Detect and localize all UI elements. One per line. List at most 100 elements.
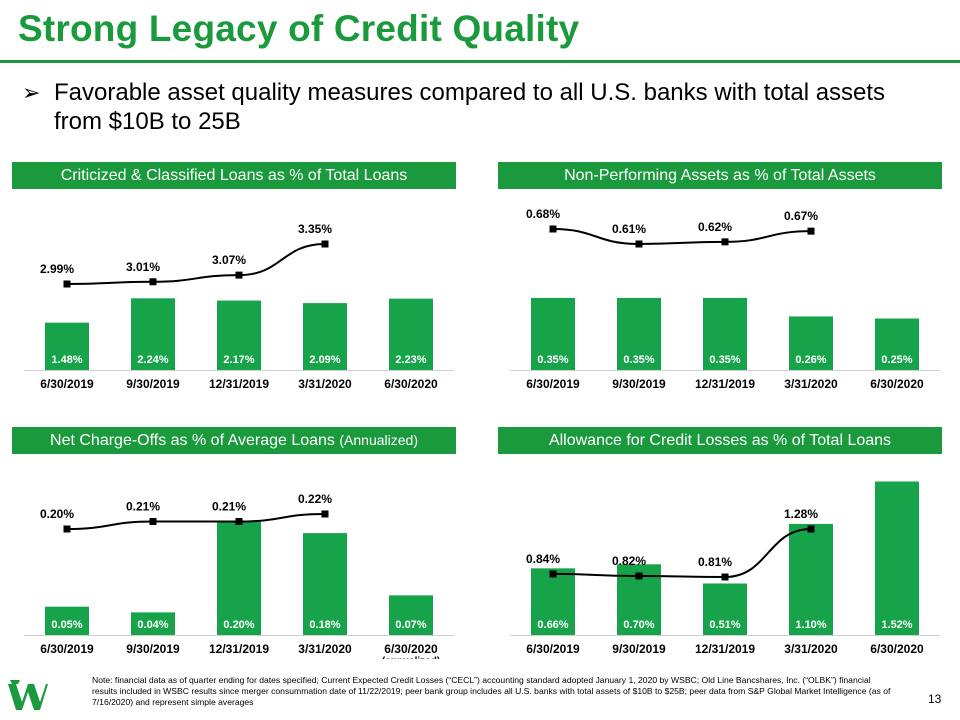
bar-value-label: 0.66% xyxy=(537,619,568,631)
line-value-label: 3.01% xyxy=(126,260,160,274)
bar-value-label: 0.70% xyxy=(623,619,654,631)
x-tick-label: 12/31/2019 xyxy=(209,377,269,391)
x-tick-label: 3/31/2020 xyxy=(784,642,838,656)
line-marker xyxy=(63,280,71,288)
line-marker xyxy=(235,518,243,525)
bar-value-label: 0.18% xyxy=(309,619,340,631)
x-tick-label: 6/30/2019 xyxy=(40,642,94,656)
line-value-label: 0.20% xyxy=(40,507,74,521)
bar-wsbc xyxy=(789,316,833,370)
bar-value-label: 0.51% xyxy=(709,619,740,631)
line-value-label: 0.62% xyxy=(698,220,732,234)
bar-wsbc xyxy=(531,297,575,370)
bar-value-label: 0.20% xyxy=(223,619,254,631)
x-tick-label: 6/30/2020 xyxy=(384,377,438,391)
bar-value-label: 0.05% xyxy=(51,619,82,631)
chart-title: Non-Performing Assets as % of Total Asse… xyxy=(498,162,942,189)
x-tick-label: 6/30/2020 xyxy=(870,377,924,391)
title-divider xyxy=(0,60,960,63)
chart-plot: 0.35% 0.35% 0.35% 0.26% 0.25% 6/30/2019 9/30/2… xyxy=(510,207,940,391)
line-peer-banks xyxy=(66,513,326,530)
line-marker xyxy=(721,238,729,246)
x-tick-label: 3/31/2020 xyxy=(298,642,352,656)
line-marker xyxy=(149,278,157,286)
chart-title: Criticized & Classified Loans as % of To… xyxy=(12,162,456,189)
bar-value-label: 0.07% xyxy=(395,619,426,631)
bank-logo xyxy=(8,680,48,710)
line-marker xyxy=(549,225,557,233)
line-marker xyxy=(721,573,729,581)
footnote: Note: financial data as of quarter endin… xyxy=(92,675,891,707)
x-tick-label: 12/31/2019 xyxy=(695,377,755,391)
x-tick-label: 12/31/2019 xyxy=(695,642,755,656)
line-value-label: 3.35% xyxy=(298,222,332,236)
bar-value-label: 1.52% xyxy=(881,619,912,631)
line-peer-banks xyxy=(552,228,812,246)
bar-wsbc xyxy=(703,297,747,370)
line-marker xyxy=(635,572,643,580)
x-tick-label: 9/30/2019 xyxy=(612,377,666,391)
x-tick-label: 9/30/2019 xyxy=(126,642,180,656)
chart-panel-allowance-credit-losses: Allowance for Credit Losses as % of Tota… xyxy=(498,427,942,659)
bar-wsbc xyxy=(617,297,661,370)
line-marker xyxy=(807,227,815,235)
bar-wsbc xyxy=(875,481,919,635)
bar-value-label: 0.26% xyxy=(795,354,826,366)
x-tick-label: 9/30/2019 xyxy=(612,642,666,656)
line-marker xyxy=(63,525,71,533)
line-marker xyxy=(549,570,557,578)
x-tick-label: 6/30/2019 xyxy=(40,377,94,391)
line-value-label: 0.21% xyxy=(212,500,246,514)
x-tick-label: 6/30/2019 xyxy=(526,642,580,656)
line-peer-banks xyxy=(66,243,326,285)
bar-wsbc xyxy=(217,300,261,370)
line-peer-banks xyxy=(552,528,812,579)
line-marker xyxy=(635,240,643,248)
bar-value-label: 1.48% xyxy=(51,354,82,366)
bar-wsbc xyxy=(531,568,575,635)
bar-wsbc xyxy=(389,595,433,635)
bar-value-label: 2.09% xyxy=(309,354,340,366)
line-value-label: 0.84% xyxy=(526,552,560,566)
page-title: Strong Legacy of Credit Quality xyxy=(18,8,580,49)
chart-panel-net-charge-offs: Net Charge-Offs as % of Average Loans (A… xyxy=(12,427,456,659)
line-value-label: 0.81% xyxy=(698,555,732,569)
line-value-label: 0.21% xyxy=(126,500,160,514)
line-value-label: 1.28% xyxy=(784,507,818,521)
bar-wsbc xyxy=(303,303,347,370)
bar-wsbc xyxy=(131,298,175,370)
x-tick-label: 6/30/2019 xyxy=(526,377,580,391)
bar-wsbc xyxy=(45,606,89,635)
bullet-text: Favorable asset quality measures compare… xyxy=(54,79,886,135)
bar-value-label: 0.35% xyxy=(623,354,654,366)
bar-wsbc xyxy=(45,322,89,370)
arrow-bullet-icon: ➢ xyxy=(22,80,41,105)
bar-value-label: 2.17% xyxy=(223,354,254,366)
x-tick-label: 12/31/2019 xyxy=(209,642,269,656)
page-number: 13 xyxy=(928,692,942,706)
bar-wsbc xyxy=(703,583,747,635)
bar-wsbc xyxy=(131,612,175,635)
line-marker xyxy=(235,271,243,279)
bar-wsbc xyxy=(789,523,833,635)
x-tick-label: 3/31/2020 xyxy=(784,377,838,391)
line-marker xyxy=(807,525,815,533)
chart-panel-non-performing-assets: Non-Performing Assets as % of Total Asse… xyxy=(498,162,942,394)
bar-wsbc xyxy=(217,521,261,635)
chart-panel-criticized-classified: Criticized & Classified Loans as % of To… xyxy=(12,162,456,394)
x-tick-sublabel: (annualized) xyxy=(382,656,440,659)
chart-plot: 0.05% 0.04% 0.20% 0.18% 0.07% 6/30/2019 9/30/2… xyxy=(24,492,454,659)
line-value-label: 0.22% xyxy=(298,492,332,506)
line-value-label: 3.07% xyxy=(212,253,246,267)
x-tick-label: 3/31/2020 xyxy=(298,377,352,391)
x-tick-label: 6/30/2020 xyxy=(870,642,924,656)
bar-wsbc xyxy=(389,298,433,370)
line-marker xyxy=(321,510,329,518)
line-value-label: 0.82% xyxy=(612,554,646,568)
bar-wsbc xyxy=(875,318,919,370)
chart-plot: 1.48% 2.24% 2.17% 2.09% 2.23% 6/30/2019 9/30/2… xyxy=(24,222,454,391)
line-marker xyxy=(321,240,329,248)
bar-value-label: 1.10% xyxy=(795,619,826,631)
line-marker xyxy=(149,518,157,525)
line-value-label: 0.67% xyxy=(784,209,818,223)
